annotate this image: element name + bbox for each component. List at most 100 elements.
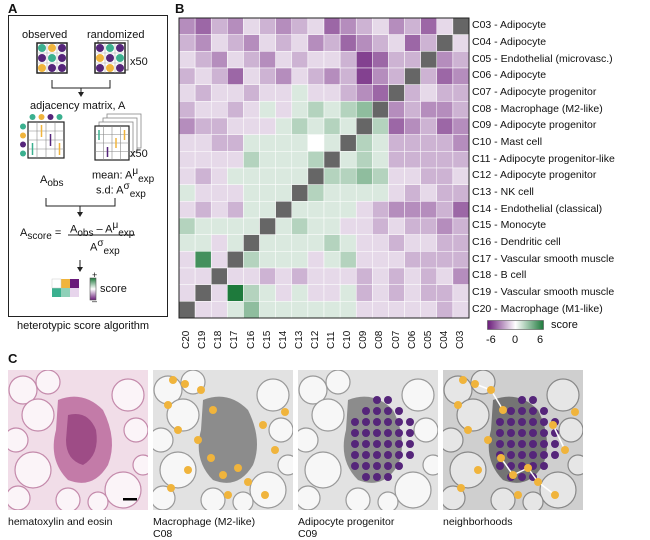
- heatmap-cell-C06-C07: [388, 67, 405, 85]
- heatmap-cell-C17-C18: [210, 251, 228, 269]
- adipocyte-progenitor-image: [298, 370, 438, 510]
- heatmap-cell-C06-C04: [436, 67, 454, 85]
- heatmap-cell-C07-C13: [291, 84, 309, 102]
- heatmap-cell-C15-C11: [323, 217, 341, 235]
- heatmap-cell-C19-C11: [323, 284, 341, 302]
- adipocyte-progenitor-dot: [395, 429, 403, 437]
- heatmap-cell-C09-C07: [388, 117, 405, 135]
- heatmap-cell-C06-C06: [404, 67, 421, 85]
- heatmap-cell-C13-C03: [452, 184, 470, 202]
- heatmap-cell-C05-C06: [404, 51, 421, 69]
- heatmap-cell-C08-C05: [420, 101, 438, 119]
- row-label-C04: C04 - Adipocyte: [472, 36, 547, 48]
- heatmap-cell-C10-C03: [452, 134, 470, 152]
- heatmap-cell-C14-C20: [178, 201, 196, 219]
- heatmap-cell-C16-C08: [372, 234, 389, 252]
- heatmap-cell-C13-C10: [339, 184, 357, 202]
- heatmap-cell-C04-C08: [372, 34, 389, 52]
- heatmap-cell-C18-C11: [323, 267, 341, 285]
- heatmap-cell-C03-C17: [227, 17, 244, 35]
- heatmap-cell-C04-C14: [275, 34, 293, 52]
- heatmap-cell-C12-C16: [243, 167, 260, 185]
- heatmap-cell-C17-C14: [275, 251, 293, 269]
- heatmap-cell-C10-C20: [178, 134, 196, 152]
- heatmap-cell-C10-C18: [210, 134, 228, 152]
- heatmap-cell-C20-C08: [372, 301, 389, 319]
- adipocyte-progenitor-dot: [518, 429, 526, 437]
- heatmap-cell-C11-C04: [436, 151, 454, 169]
- heatmap-cell-C12-C04: [436, 167, 454, 185]
- heatmap-cell-C15-C04: [436, 217, 454, 235]
- heatmap-cell-C15-C14: [275, 217, 293, 235]
- col-label-C17: C17: [229, 330, 241, 349]
- observed-grid-icon: [36, 42, 68, 74]
- heatmap-cell-C08-C04: [436, 101, 454, 119]
- adipocyte-progenitor-dot: [496, 462, 504, 470]
- heatmap-cell-C04-C12: [307, 34, 325, 52]
- heatmap-cell-C14-C05: [420, 201, 438, 219]
- randomized-matrix-stack-icon: [94, 113, 142, 161]
- heatmap-cell-C08-C19: [194, 101, 212, 119]
- heatmap-cell-C19-C07: [388, 284, 405, 302]
- heatmap-cell-C14-C15: [259, 201, 276, 219]
- heatmap-cell-C15-C10: [339, 217, 357, 235]
- heatmap-cell-C17-C15: [259, 251, 276, 269]
- adipocyte-progenitor-dot: [529, 429, 537, 437]
- heatmap-cell-C06-C08: [372, 67, 389, 85]
- heatmap-cell-C16-C05: [420, 234, 438, 252]
- col-label-C13: C13: [293, 330, 305, 349]
- heatmap-cell-C11-C11: [323, 151, 341, 169]
- legend-tick-mid: 0: [512, 334, 519, 346]
- heatmap-cell-C07-C03: [452, 84, 470, 102]
- adipocyte-progenitor-dot: [529, 396, 537, 404]
- x50-top-label: x50: [130, 56, 148, 68]
- heatmap-cell-C20-C14: [275, 301, 293, 319]
- heatmap-cell-C20-C05: [420, 301, 438, 319]
- row-label-C15: C15 - Monocyte: [472, 219, 547, 232]
- heatmap: [178, 17, 470, 319]
- row-label-C05: C05 - Endothelial (microvasc.): [472, 52, 613, 65]
- heatmap-cell-C15-C18: [210, 217, 228, 235]
- heatmap-cell-C20-C19: [194, 301, 212, 319]
- heatmap-cell-C19-C04: [436, 284, 454, 302]
- heatmap-cell-C09-C03: [452, 117, 470, 135]
- heatmap-cell-C04-C19: [194, 34, 212, 52]
- row-label-C12: C12 - Adipocyte progenitor: [472, 169, 597, 182]
- heatmap-cell-C12-C06: [404, 167, 421, 185]
- heatmap-cell-C10-C17: [227, 134, 244, 152]
- heatmap-cell-C05-C16: [243, 51, 260, 69]
- heatmap-cell-C18-C15: [259, 267, 276, 285]
- heatmap-cell-C06-C10: [339, 67, 357, 85]
- heatmap-cell-C19-C14: [275, 284, 293, 302]
- heatmap-cell-C07-C12: [307, 84, 325, 102]
- heatmap-cell-C12-C18: [210, 167, 228, 185]
- heatmap-cell-C05-C14: [275, 51, 293, 69]
- adipocyte-progenitor-dot: [540, 429, 548, 437]
- adipocyte-progenitor-dot: [507, 418, 515, 426]
- legend-tick-max: 6: [537, 334, 544, 346]
- heatmap-cell-C06-C12: [307, 67, 325, 85]
- heatmap-cell-C18-C16: [243, 267, 260, 285]
- heatmap-cell-C06-C05: [420, 67, 438, 85]
- heatmap-cell-C20-C13: [291, 301, 309, 319]
- adipocyte-progenitor-dot: [384, 462, 392, 470]
- adipocyte-progenitor-dot: [518, 440, 526, 448]
- adipocyte-progenitor-dot: [362, 440, 370, 448]
- heatmap-cell-C15-C15: [259, 217, 276, 235]
- heatmap-cell-C11-C07: [388, 151, 405, 169]
- heatmap-cell-C16-C10: [339, 234, 357, 252]
- heatmap-cell-C05-C17: [227, 51, 244, 69]
- heatmap-cell-C08-C11: [323, 101, 341, 119]
- legend-tick-min: -6: [486, 334, 496, 346]
- adipocyte-progenitor-dot: [351, 451, 359, 459]
- heatmap-cell-C10-C11: [323, 134, 341, 152]
- he-stain-image: [8, 370, 148, 510]
- heatmap-cell-C11-C15: [259, 151, 276, 169]
- heatmap-cell-C03-C14: [275, 17, 293, 35]
- heatmap-cell-C09-C19: [194, 117, 212, 135]
- heatmap-cell-C13-C18: [210, 184, 228, 202]
- heatmap-cell-C05-C12: [307, 51, 325, 69]
- heatmap-cell-C13-C14: [275, 184, 293, 202]
- row-label-C14: C14 - Endothelial (classical): [472, 202, 603, 215]
- adipocyte-progenitor-dot: [373, 440, 381, 448]
